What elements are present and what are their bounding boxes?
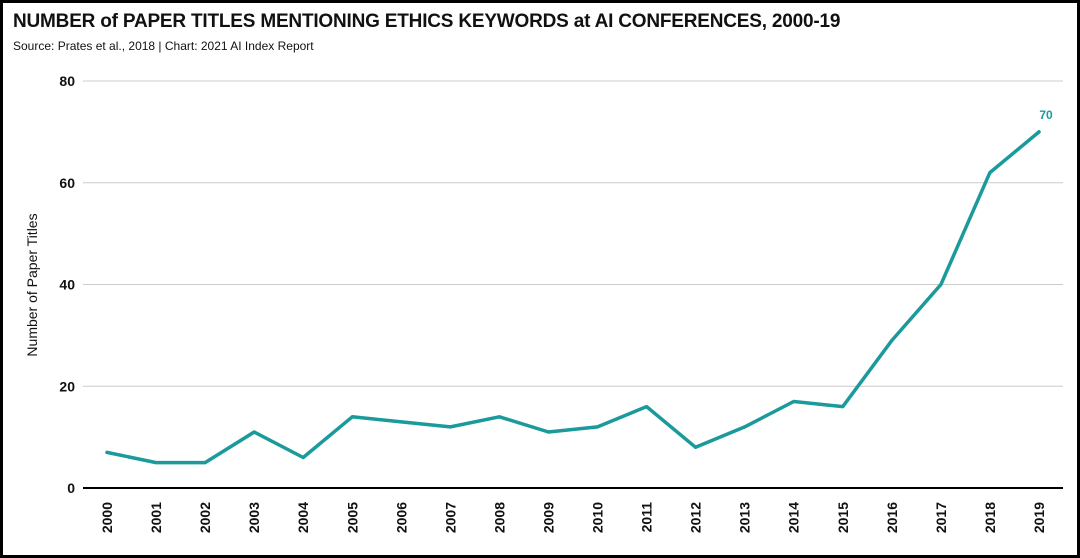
- x-tick-label-2016: 2016: [884, 502, 900, 533]
- data-point-2011: [645, 405, 649, 409]
- series-layer: [105, 130, 1041, 465]
- x-tick-label-2000: 2000: [99, 502, 115, 533]
- data-point-2013: [743, 425, 747, 429]
- data-labels: 70: [1039, 108, 1053, 122]
- x-tick-label-2009: 2009: [540, 502, 556, 533]
- x-tick-label-2010: 2010: [590, 502, 606, 533]
- chart-title: NUMBER of PAPER TITLES MENTIONING ETHICS…: [13, 11, 841, 32]
- x-tick-labels: 2000 2001 2002 2003 2004 2005 2006 2007 2008 2009…: [99, 502, 1047, 533]
- y-axis-title: Number of Paper Titles: [24, 213, 40, 356]
- data-point-2001: [154, 461, 158, 465]
- data-label-2019: 70: [1039, 108, 1053, 122]
- x-tick-label-2011: 2011: [639, 502, 655, 533]
- data-point-2007: [448, 425, 452, 429]
- gridlines: [83, 80, 1063, 387]
- x-tick-label-2018: 2018: [982, 502, 998, 533]
- y-tick-label-40: 40: [59, 277, 75, 293]
- y-tick-label-0: 0: [67, 480, 75, 496]
- data-point-2019: [1037, 130, 1041, 134]
- x-tick-label-2001: 2001: [148, 502, 164, 533]
- x-tick-label-2003: 2003: [246, 502, 262, 533]
- x-tick-label-2005: 2005: [344, 502, 360, 533]
- data-point-2000: [105, 450, 109, 454]
- data-point-2004: [301, 455, 305, 459]
- data-point-2003: [252, 430, 256, 434]
- data-point-2017: [939, 283, 943, 286]
- x-tick-label-2015: 2015: [835, 502, 851, 533]
- y-tick-label-20: 20: [59, 378, 75, 394]
- data-point-2014: [792, 400, 796, 404]
- data-point-2008: [497, 415, 501, 419]
- x-tick-label-2014: 2014: [786, 502, 802, 533]
- x-tick-label-2013: 2013: [737, 502, 753, 533]
- x-tick-label-2008: 2008: [491, 502, 507, 533]
- data-point-2015: [841, 405, 845, 409]
- x-tick-label-2002: 2002: [197, 502, 213, 533]
- data-point-2006: [399, 420, 403, 424]
- data-point-2016: [890, 338, 894, 342]
- data-point-2010: [596, 425, 600, 429]
- data-point-2018: [988, 171, 992, 175]
- x-tick-label-2019: 2019: [1031, 502, 1047, 533]
- x-tick-label-2006: 2006: [393, 502, 409, 533]
- y-tick-labels: 0 20 40 60 80: [59, 73, 75, 496]
- data-point-2005: [350, 415, 354, 419]
- data-point-2012: [694, 445, 698, 449]
- x-tick-label-2012: 2012: [688, 502, 704, 533]
- data-point-2002: [203, 461, 207, 465]
- chart-subtitle: Source: Prates et al., 2018 | Chart: 202…: [13, 39, 314, 53]
- x-tick-label-2004: 2004: [295, 502, 311, 533]
- series-line-0: [105, 130, 1041, 465]
- x-tick-label-2007: 2007: [442, 502, 458, 533]
- y-tick-label-80: 80: [59, 73, 75, 89]
- x-tick-label-2017: 2017: [933, 502, 949, 533]
- data-point-2009: [546, 430, 550, 434]
- y-tick-label-60: 60: [59, 175, 75, 191]
